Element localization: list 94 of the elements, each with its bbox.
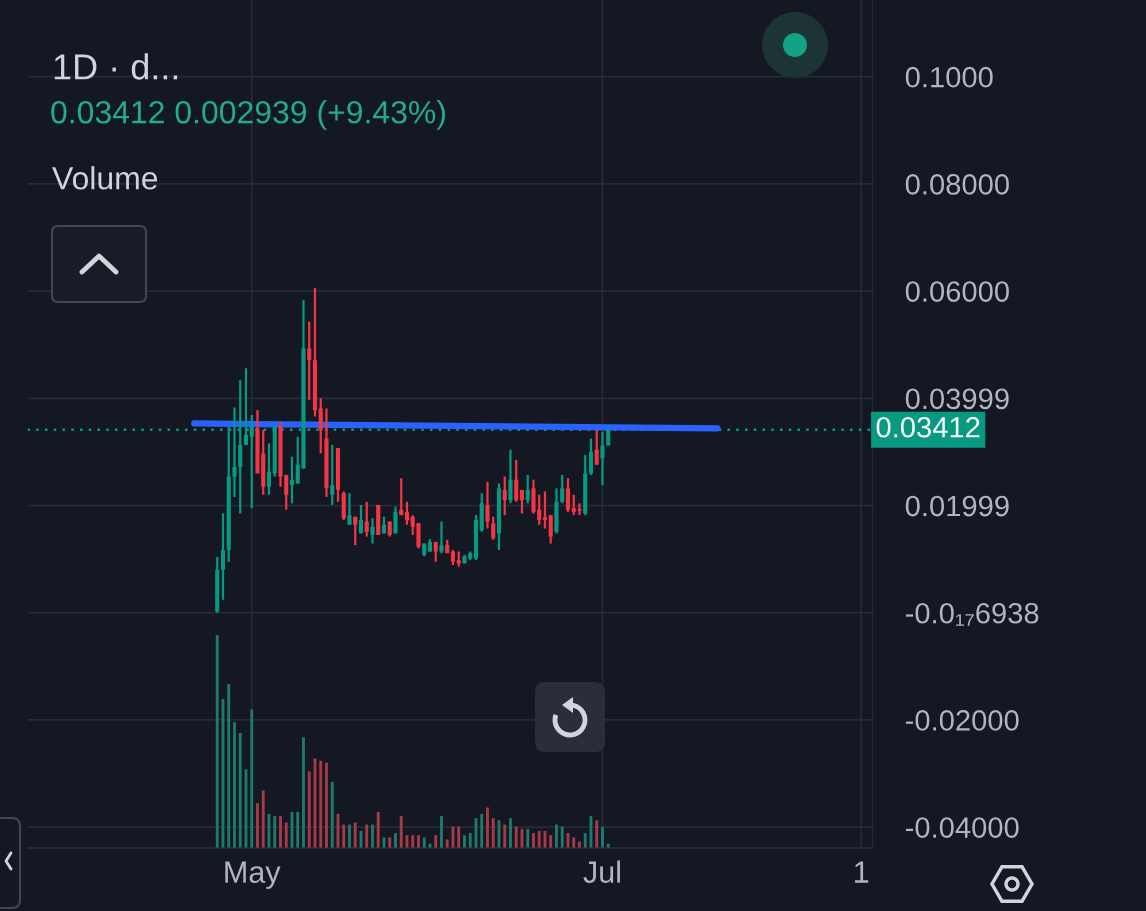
bar xyxy=(509,818,512,848)
bar xyxy=(238,732,242,848)
candlestick xyxy=(220,512,226,601)
bar xyxy=(411,835,415,848)
bar xyxy=(445,839,449,848)
bar xyxy=(486,807,489,848)
candlestick xyxy=(289,455,295,505)
bar xyxy=(261,790,265,848)
bar xyxy=(284,822,288,848)
x-tick-label: May xyxy=(225,861,281,889)
bar xyxy=(480,813,484,848)
bar xyxy=(302,737,305,848)
candlestick xyxy=(491,515,496,541)
bar xyxy=(388,837,392,848)
candlestick xyxy=(600,430,605,487)
bar xyxy=(503,824,507,848)
bar xyxy=(422,837,426,848)
bar xyxy=(549,835,553,848)
candlestick xyxy=(485,480,490,530)
y-tick-label: 0.01999 xyxy=(905,495,1009,517)
bar xyxy=(532,833,535,848)
candlestick xyxy=(404,500,410,526)
bar xyxy=(457,826,461,848)
x-tick-label: Jul xyxy=(583,860,620,883)
bar xyxy=(434,835,438,848)
candlestick xyxy=(347,492,352,526)
bar xyxy=(572,837,576,848)
text: 1D · d... xyxy=(54,53,178,80)
bar xyxy=(583,833,587,848)
bar xyxy=(330,781,334,848)
bar xyxy=(365,824,369,848)
candlestick xyxy=(514,458,519,503)
candlestick xyxy=(393,505,398,535)
bar xyxy=(371,824,374,848)
text: 0.03412 0.002939 (+9.43%) xyxy=(51,100,445,130)
chart-title: Volume xyxy=(52,166,158,190)
bar xyxy=(325,762,328,848)
y-tick-label: 0.1000 xyxy=(905,66,993,88)
bar xyxy=(273,816,277,848)
candlestick xyxy=(594,428,599,466)
bar xyxy=(376,811,380,848)
candlestick xyxy=(353,515,358,547)
candlestick xyxy=(508,448,513,505)
y-tick-label: 0.06000 xyxy=(905,281,1009,302)
bar xyxy=(256,803,259,848)
bar xyxy=(417,835,420,848)
candlestick xyxy=(565,477,571,514)
candlestick xyxy=(525,473,530,505)
bar xyxy=(342,824,346,848)
y-tick-label: -0.04000 xyxy=(905,817,1019,838)
y-tick-label: -0.02000 xyxy=(905,710,1019,731)
candlestick xyxy=(330,443,335,507)
candlestick xyxy=(318,397,323,455)
bar xyxy=(468,833,472,848)
bar xyxy=(279,816,282,848)
candlestick xyxy=(542,490,548,530)
bar xyxy=(250,709,254,848)
bar xyxy=(233,722,236,848)
bar xyxy=(595,820,599,848)
bar xyxy=(491,818,495,848)
bar xyxy=(537,830,541,848)
candlestick xyxy=(502,475,507,517)
bar xyxy=(307,771,311,848)
candlestick xyxy=(307,320,312,401)
bar xyxy=(319,760,323,848)
candlestick xyxy=(358,503,364,535)
bar xyxy=(399,816,403,848)
candlestick xyxy=(588,437,594,477)
x-tick-label: 1 xyxy=(855,861,869,883)
ref-line-label: 0.03412 xyxy=(876,416,980,438)
bar xyxy=(348,824,351,848)
bar xyxy=(555,824,558,848)
candlestick xyxy=(266,442,272,496)
candlestick xyxy=(399,477,404,517)
bar xyxy=(514,826,518,848)
bar xyxy=(296,811,300,848)
y-tick-label: 0.03999 xyxy=(905,388,1009,410)
bar xyxy=(353,822,357,848)
bar xyxy=(394,833,397,848)
bar xyxy=(463,835,466,848)
candlestick xyxy=(370,517,375,545)
bar xyxy=(440,816,443,848)
bar xyxy=(227,683,231,848)
bar xyxy=(215,635,219,848)
bar xyxy=(526,828,530,848)
y-tick-label: 0.08000 xyxy=(905,174,1009,195)
candlestick xyxy=(439,520,444,555)
candlestick xyxy=(560,473,565,505)
candlestick xyxy=(364,500,369,538)
candlestick xyxy=(548,514,553,545)
bar xyxy=(601,826,604,848)
candlestick xyxy=(232,406,237,499)
bar xyxy=(560,826,564,848)
y-tick-label: -0.0₁₇6938 xyxy=(905,602,1039,626)
